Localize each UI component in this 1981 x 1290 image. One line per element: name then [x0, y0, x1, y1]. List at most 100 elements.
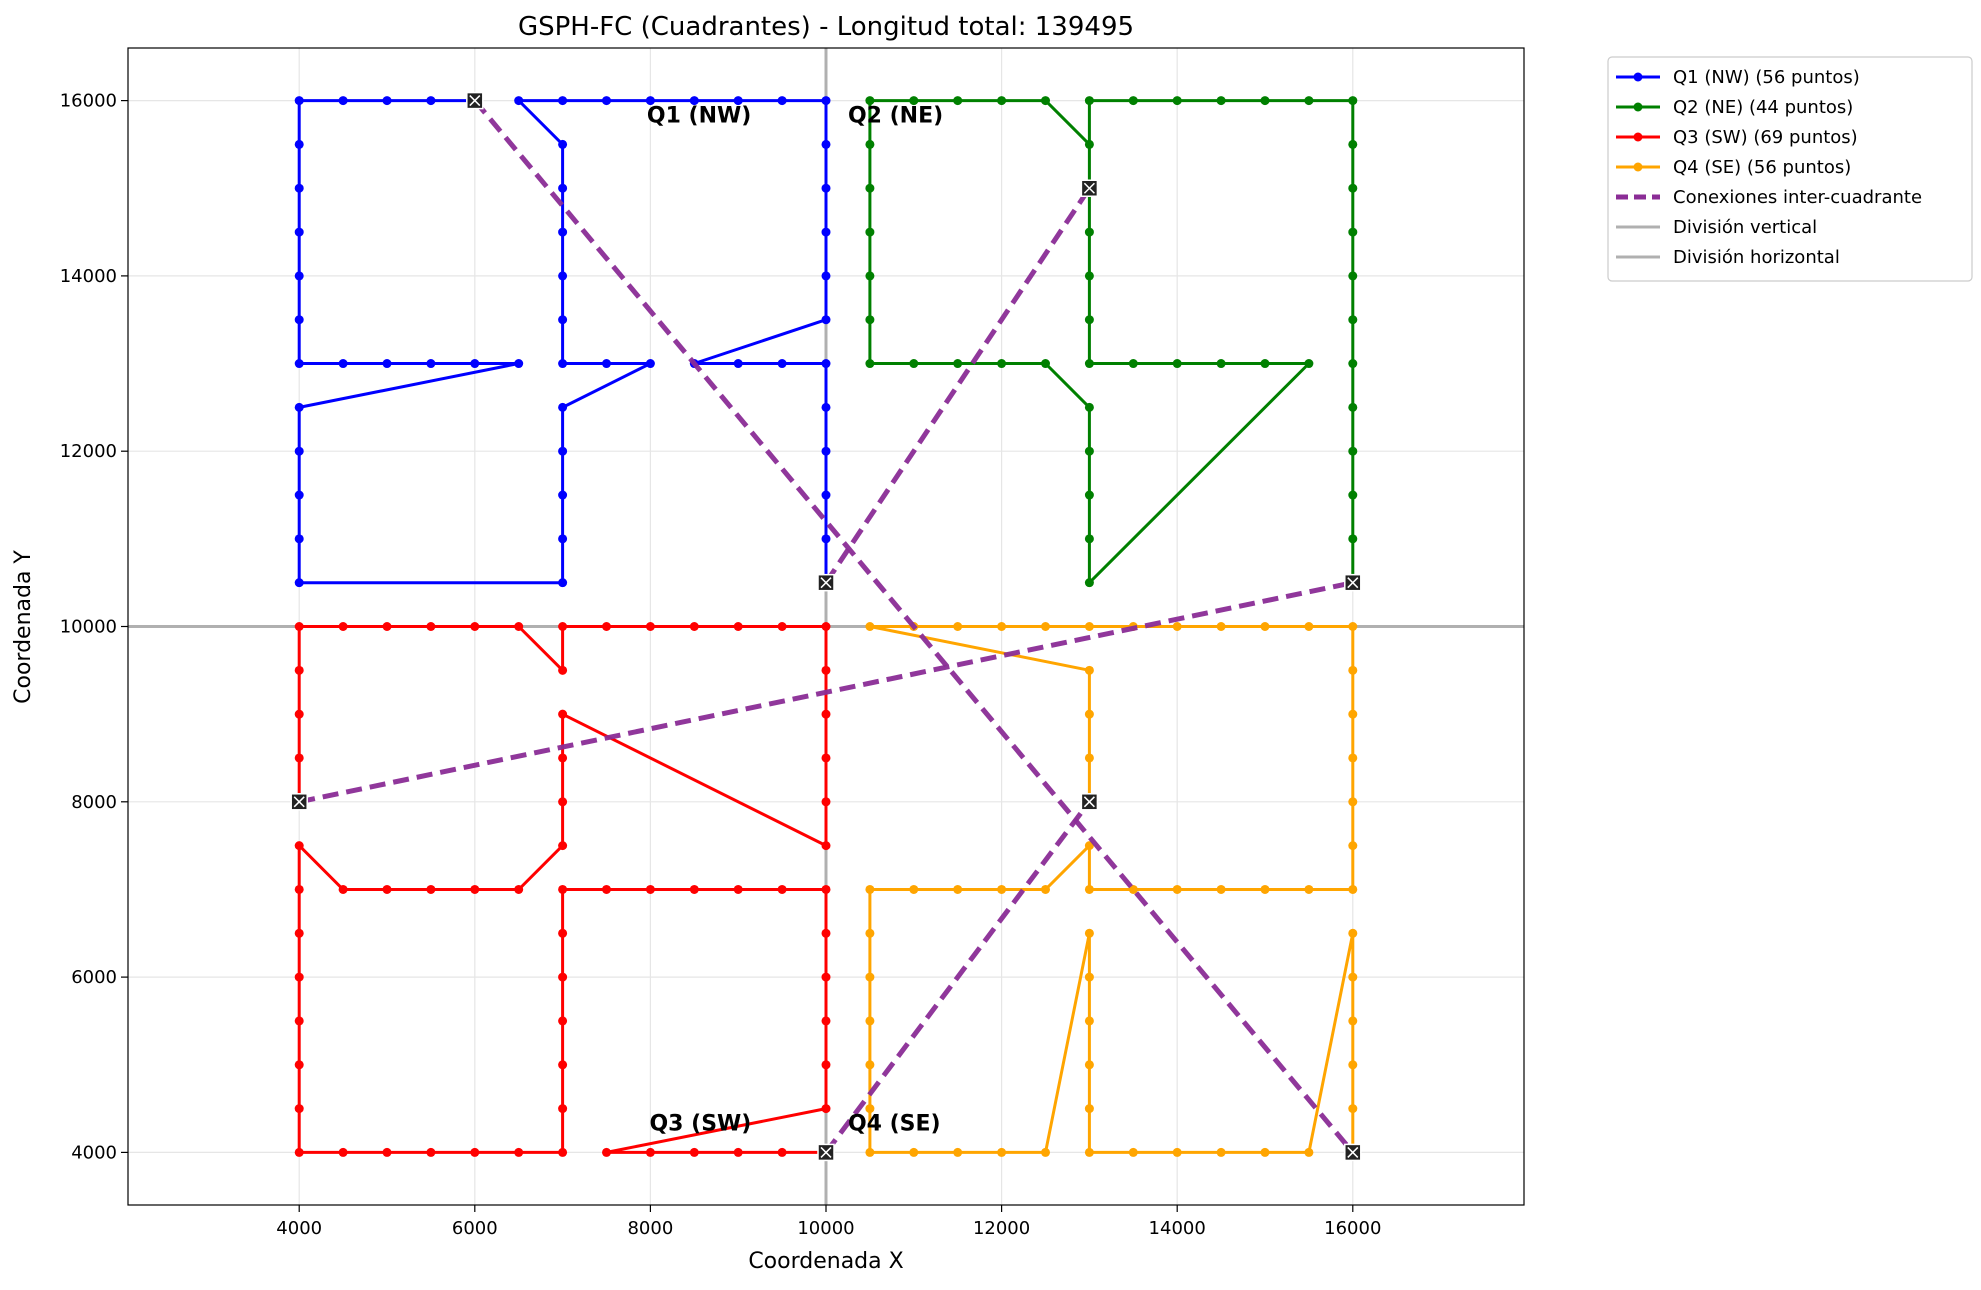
- data-point: [997, 1147, 1007, 1157]
- data-point: [294, 709, 304, 719]
- data-point: [689, 622, 699, 631]
- data-point: [382, 884, 392, 894]
- data-point: [777, 1147, 787, 1157]
- data-point: [1348, 183, 1358, 193]
- data-point: [821, 1060, 831, 1070]
- data-point: [1128, 884, 1138, 894]
- data-point: [1260, 1147, 1270, 1157]
- legend-item: División vertical: [1616, 217, 1817, 238]
- x-tick-label: 6000: [452, 1218, 498, 1239]
- data-point: [1348, 139, 1358, 149]
- quadrant-label: Q1 (NW): [647, 103, 751, 128]
- data-point: [294, 928, 304, 938]
- x-tick-label: 4000: [276, 1218, 322, 1239]
- y-tick-label: 14000: [60, 266, 117, 287]
- quadrant-label: Q2 (NE): [848, 103, 943, 128]
- data-point: [953, 96, 963, 106]
- data-point: [382, 1147, 392, 1157]
- data-point: [558, 96, 568, 106]
- data-point: [1040, 622, 1050, 631]
- endpoint-marker-cross: [820, 577, 832, 589]
- data-point: [294, 359, 304, 369]
- data-point: [294, 665, 304, 675]
- data-point: [645, 359, 655, 369]
- data-point: [1172, 359, 1182, 369]
- data-point: [602, 1147, 612, 1157]
- data-point: [821, 490, 831, 500]
- data-point: [821, 709, 831, 719]
- data-point: [558, 1104, 568, 1114]
- data-point: [1216, 622, 1226, 631]
- data-point: [1172, 96, 1182, 106]
- data-point: [558, 622, 568, 631]
- data-point: [470, 884, 480, 894]
- data-point: [1304, 622, 1314, 631]
- series-layer: [294, 96, 1358, 1157]
- data-point: [733, 96, 743, 106]
- series-q1: [294, 96, 831, 588]
- data-point: [338, 1147, 348, 1157]
- legend-item: Q3 (SW) (69 puntos): [1616, 127, 1858, 148]
- data-point: [733, 359, 743, 369]
- data-point: [294, 490, 304, 500]
- data-point: [514, 884, 524, 894]
- data-point: [821, 753, 831, 763]
- data-point: [338, 884, 348, 894]
- data-point: [470, 1147, 480, 1157]
- data-point: [1348, 928, 1358, 938]
- data-point: [865, 359, 875, 369]
- data-point: [997, 359, 1007, 369]
- data-point: [294, 534, 304, 544]
- data-point: [777, 622, 787, 631]
- data-point: [1348, 841, 1358, 851]
- data-point: [1172, 622, 1182, 631]
- data-point: [294, 315, 304, 325]
- data-point: [294, 841, 304, 851]
- data-point: [777, 96, 787, 106]
- data-point: [426, 359, 436, 369]
- data-point: [558, 402, 568, 412]
- data-point: [821, 884, 831, 894]
- data-point: [689, 884, 699, 894]
- legend-label: Conexiones inter-cuadrante: [1673, 187, 1922, 208]
- data-point: [1040, 96, 1050, 106]
- data-point: [426, 1147, 436, 1157]
- data-point: [1348, 884, 1358, 894]
- data-point: [1128, 96, 1138, 106]
- data-point: [1348, 665, 1358, 675]
- data-point: [294, 139, 304, 149]
- data-point: [514, 96, 524, 106]
- legend-swatch-marker: [1633, 72, 1643, 82]
- data-point: [1084, 227, 1094, 237]
- legend-item: Q2 (NE) (44 puntos): [1616, 97, 1853, 118]
- data-point: [1084, 1016, 1094, 1026]
- data-point: [821, 139, 831, 149]
- data-point: [1040, 884, 1050, 894]
- chart-title: GSPH-FC (Cuadrantes) - Longitud total: 1…: [518, 12, 1134, 42]
- data-point: [821, 402, 831, 412]
- data-point: [1084, 1104, 1094, 1114]
- data-point: [558, 709, 568, 719]
- data-point: [1260, 622, 1270, 631]
- data-point: [338, 359, 348, 369]
- endpoint-marker-cross: [820, 1146, 832, 1158]
- endpoint-marker-cross: [1083, 796, 1095, 808]
- data-point: [1128, 1147, 1138, 1157]
- legend-swatch-marker: [1633, 132, 1643, 142]
- data-point: [294, 1060, 304, 1070]
- data-point: [1084, 884, 1094, 894]
- data-point: [1084, 534, 1094, 544]
- y-tick-label: 12000: [60, 441, 117, 462]
- data-point: [294, 972, 304, 982]
- data-point: [1348, 315, 1358, 325]
- data-point: [865, 928, 875, 938]
- data-point: [514, 622, 524, 631]
- legend-label: Q4 (SE) (56 puntos): [1673, 157, 1851, 178]
- data-point: [602, 96, 612, 106]
- data-point: [821, 271, 831, 281]
- legend-label: Q2 (NE) (44 puntos): [1673, 97, 1853, 118]
- data-point: [1348, 446, 1358, 456]
- data-point: [1084, 315, 1094, 325]
- series-line: [297, 99, 828, 585]
